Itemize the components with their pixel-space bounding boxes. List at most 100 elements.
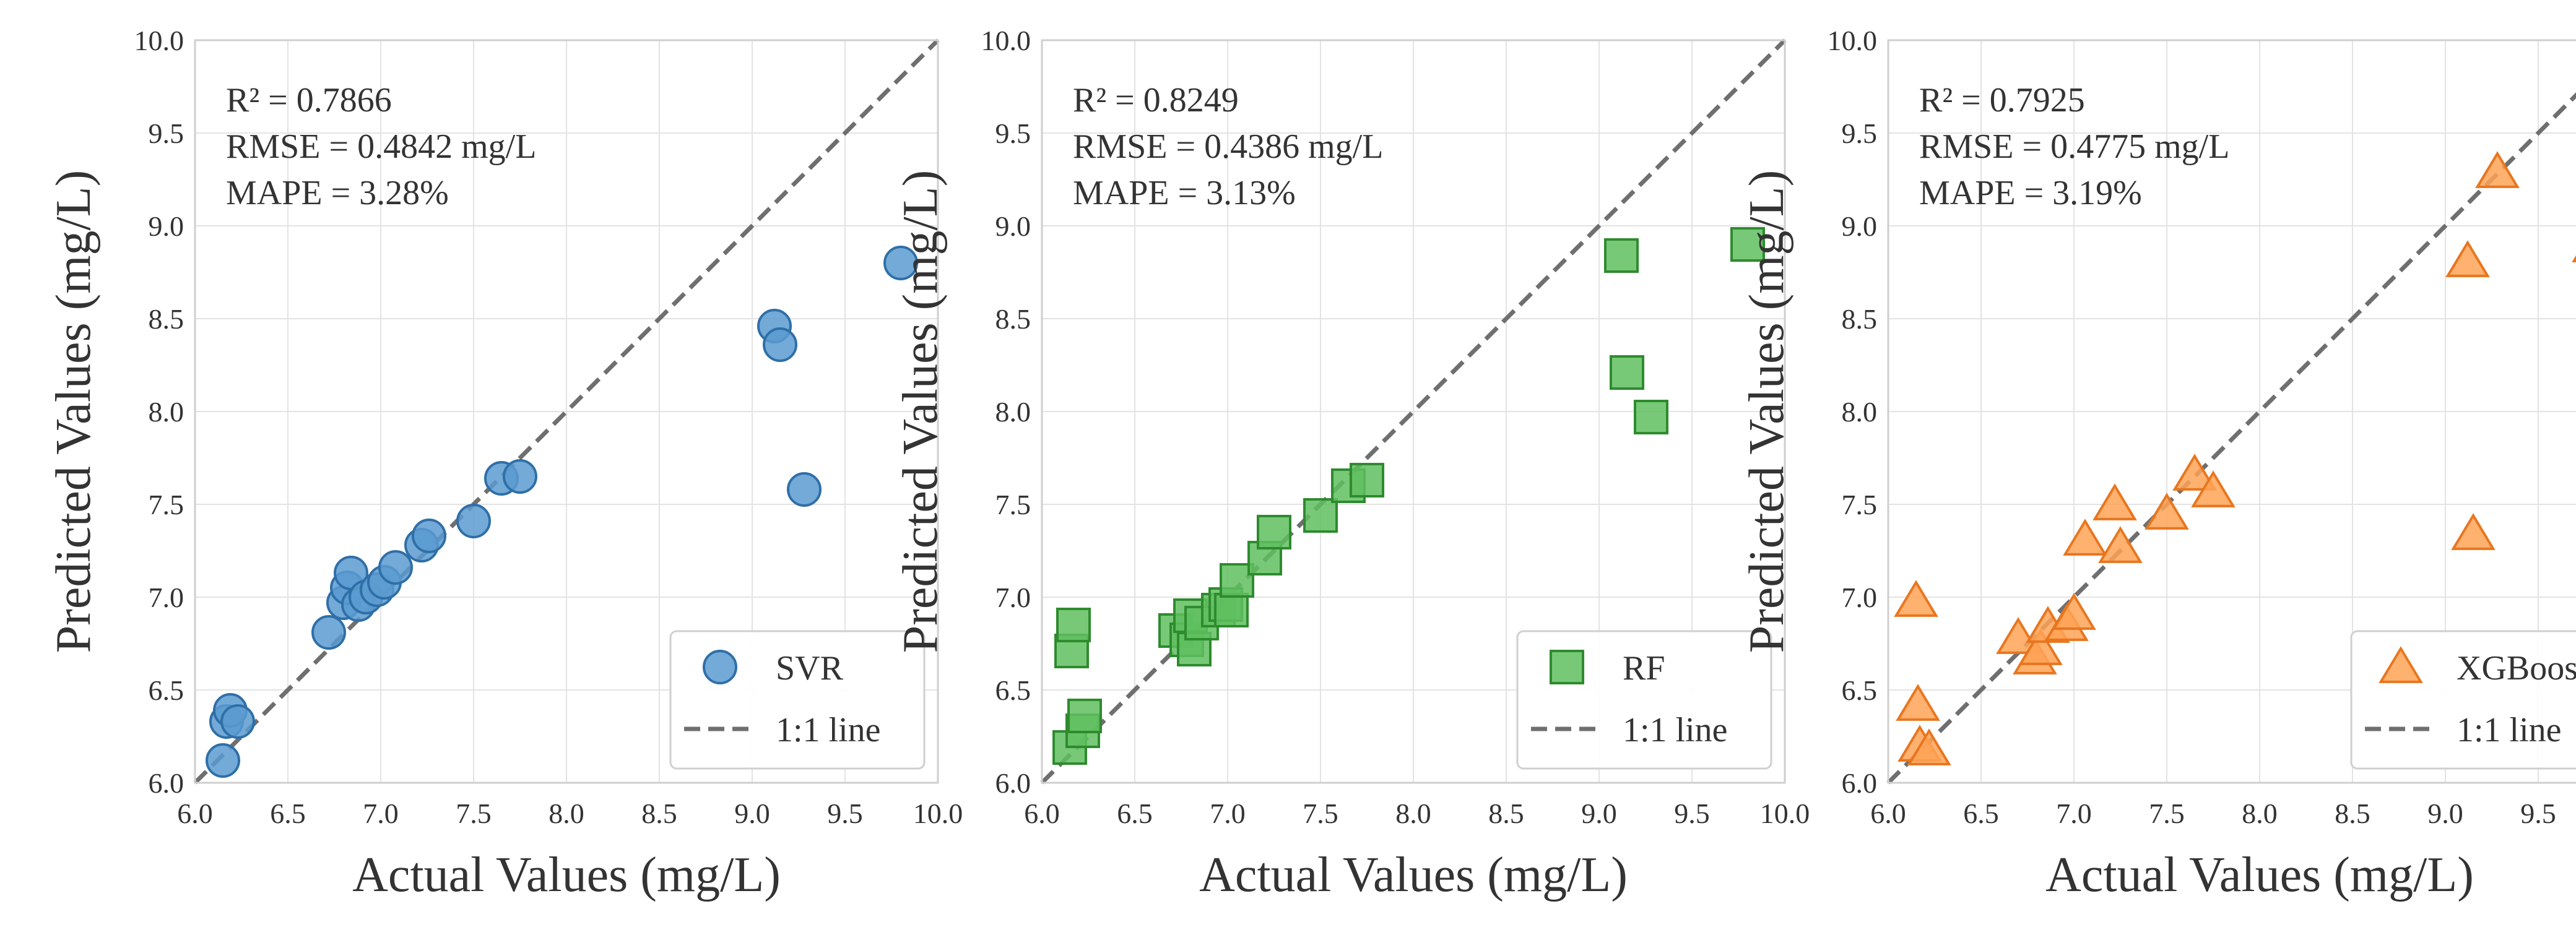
plot-frame [1887,39,2576,784]
panel-rf: 6.06.0 6.5 6.5 7.0 7.0 7.5 7.5 8.0 8.0 8.5 8.5 9.0 9… [893,25,1810,902]
data-point [763,327,797,362]
y-tick-label: 6.0 [149,767,184,799]
data-point [1896,684,1940,721]
one-to-one-line [1886,92,2576,785]
one-to-one-line [193,38,940,785]
data-point [1303,498,1338,533]
x-tick-label: 8.0 [549,798,584,829]
x-axis-label: Actual Values (mg/L) [352,848,781,902]
y-tick-label: 9.0 [995,210,1031,242]
data-point [1214,593,1249,627]
data-point [1610,355,1644,390]
y-tick-label: 6.5 [995,674,1031,706]
x-tick-label: 8.0 [2242,798,2278,829]
plot-frame [1041,39,1786,784]
y-tick-label: 7.0 [1842,582,1878,613]
data-point [220,704,255,739]
y-tick-label: 7.5 [1842,489,1878,520]
x-tick-label: 7.5 [456,798,492,829]
data-point [1907,728,1951,765]
panel-svr: 6.06.0 6.5 6.5 7.0 7.0 7.5 7.5 8.0 8.0 8.5 8.5 9.0 9… [46,25,963,902]
data-point [1730,227,1765,262]
x-tick-label: 6.5 [1963,798,1999,829]
stat-annotation: R² = 0.7925 [1919,81,2085,119]
legend-series-label: SVR [776,649,844,687]
x-tick-label: 6.5 [1117,798,1153,829]
legend-series-label: RF [1623,649,1665,687]
y-axis-label: Predicted Values (mg/L) [1740,170,1794,653]
data-point [1604,238,1639,273]
data-point [2451,513,2496,550]
data-point [1634,400,1668,434]
y-tick-label: 9.5 [1842,118,1878,149]
x-tick-label: 7.5 [2149,798,2185,829]
legend-series-label: XGBoost [2457,649,2576,687]
y-tick-label: 7.5 [149,489,184,520]
data-point [456,504,491,538]
data-point [1996,617,2040,654]
data-point [206,743,240,778]
y-tick-label: 7.5 [995,489,1031,520]
y-tick-label: 10.0 [1828,25,1878,56]
x-tick-label: 6.0 [177,798,213,829]
data-point [1056,608,1091,642]
legend-line-label: 1:1 line [2457,711,2562,749]
legend: RF 1:1 line [1516,630,1772,770]
data-point [883,246,918,280]
y-tick-label: 9.5 [149,118,184,149]
data-point [2052,593,2096,630]
y-tick-label: 9.0 [1842,210,1878,242]
y-tick-label: 8.0 [1842,396,1878,428]
x-tick-label: 9.5 [827,798,863,829]
plot-frame [194,39,939,784]
data-point [2063,519,2107,556]
y-tick-label: 8.5 [1842,303,1878,335]
data-point [1067,699,1102,733]
y-tick-label: 6.0 [1842,767,1878,799]
y-axis-label: Predicted Values (mg/L) [46,170,101,653]
data-point [412,519,446,553]
x-tick-label: 6.5 [270,798,306,829]
legend: SVR 1:1 line [669,630,926,770]
y-tick-label: 7.0 [149,582,184,613]
y-tick-label: 8.0 [995,396,1031,428]
data-point [1257,515,1291,549]
x-tick-label: 9.5 [2520,798,2556,829]
x-tick-label: 6.0 [1870,798,1906,829]
stat-annotation: RMSE = 0.4386 mg/L [1073,127,1383,166]
x-axis-label: Actual Values (mg/L) [2045,848,2474,902]
data-point [787,472,822,507]
data-point [2092,483,2137,520]
y-tick-label: 9.5 [995,118,1031,149]
legend-marker [1550,650,1584,684]
y-tick-label: 10.0 [981,25,1031,56]
data-point [2144,493,2189,530]
y-tick-label: 6.5 [149,674,184,706]
legend-marker [703,650,737,684]
data-point [2018,628,2063,665]
x-tick-label: 9.0 [1581,798,1617,829]
stat-annotation: MAPE = 3.19% [1919,174,2142,212]
x-tick-label: 7.5 [1303,798,1338,829]
y-tick-label: 9.0 [149,210,184,242]
x-tick-label: 8.0 [1395,798,1431,829]
x-tick-label: 6.0 [1024,798,1060,829]
data-point [503,459,537,494]
panel-xgboost: 6.06.0 6.5 6.5 7.0 7.0 7.5 7.5 8.0 8.0 8.5 8.5 9.0 9… [1740,25,2576,902]
x-axis-label: Actual Values (mg/L) [1199,848,1628,902]
stat-annotation: MAPE = 3.13% [1073,174,1296,212]
data-point [2172,454,2217,491]
data-point [311,615,346,650]
data-point [1350,463,1384,498]
stat-annotation: R² = 0.8249 [1073,81,1239,119]
data-point [2445,240,2490,277]
y-tick-label: 10.0 [134,25,184,56]
x-tick-label: 7.0 [2056,798,2092,829]
legend-marker [2379,646,2423,683]
x-tick-label: 9.0 [734,798,770,829]
stat-annotation: MAPE = 3.28% [226,174,449,212]
y-tick-label: 6.0 [995,767,1031,799]
data-point [378,550,413,585]
x-tick-label: 8.5 [1488,798,1524,829]
